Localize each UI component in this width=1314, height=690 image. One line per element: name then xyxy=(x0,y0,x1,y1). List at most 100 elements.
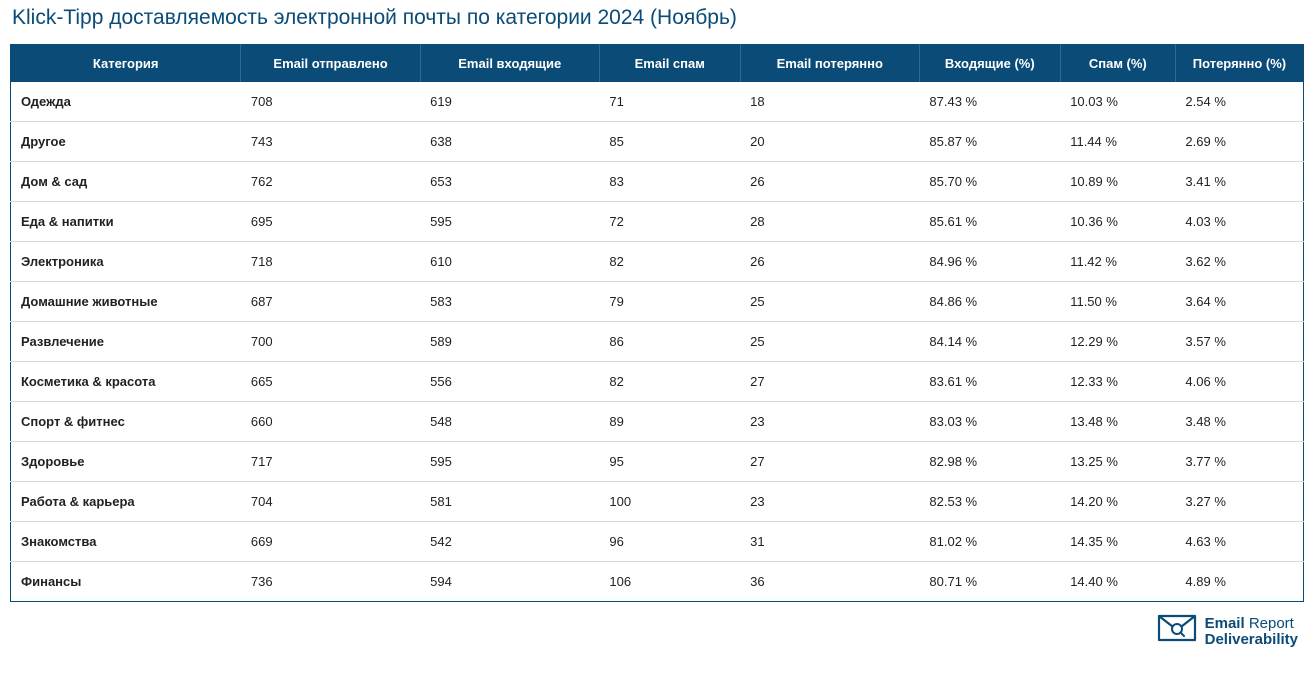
category-cell: Электроника xyxy=(11,242,241,282)
value-cell: 25 xyxy=(740,322,919,362)
value-cell: 736 xyxy=(241,562,420,602)
table-header-row: КатегорияEmail отправленоEmail входящиеE… xyxy=(11,45,1304,83)
table-row: Дом & сад762653832685.70 %10.89 %3.41 % xyxy=(11,162,1304,202)
footer-brand-text: Email Report Deliverability xyxy=(1205,616,1298,648)
category-cell: Домашние животные xyxy=(11,282,241,322)
value-cell: 95 xyxy=(599,442,740,482)
table-row: Домашние животные687583792584.86 %11.50 … xyxy=(11,282,1304,322)
column-header: Категория xyxy=(11,45,241,83)
category-cell: Еда & напитки xyxy=(11,202,241,242)
value-cell: 27 xyxy=(740,442,919,482)
value-cell: 4.63 % xyxy=(1175,522,1303,562)
value-cell: 82 xyxy=(599,242,740,282)
value-cell: 14.35 % xyxy=(1060,522,1175,562)
value-cell: 85 xyxy=(599,122,740,162)
value-cell: 2.54 % xyxy=(1175,82,1303,122)
table-row: Другое743638852085.87 %11.44 %2.69 % xyxy=(11,122,1304,162)
footer-brand: Email Report Deliverability xyxy=(10,612,1304,651)
value-cell: 3.27 % xyxy=(1175,482,1303,522)
value-cell: 84.14 % xyxy=(919,322,1060,362)
value-cell: 11.50 % xyxy=(1060,282,1175,322)
table-row: Развлечение700589862584.14 %12.29 %3.57 … xyxy=(11,322,1304,362)
value-cell: 85.61 % xyxy=(919,202,1060,242)
value-cell: 589 xyxy=(420,322,599,362)
value-cell: 31 xyxy=(740,522,919,562)
envelope-search-icon xyxy=(1157,612,1197,651)
category-cell: Спорт & фитнес xyxy=(11,402,241,442)
category-cell: Другое xyxy=(11,122,241,162)
value-cell: 619 xyxy=(420,82,599,122)
category-cell: Знакомства xyxy=(11,522,241,562)
value-cell: 26 xyxy=(740,242,919,282)
value-cell: 14.20 % xyxy=(1060,482,1175,522)
value-cell: 595 xyxy=(420,202,599,242)
value-cell: 89 xyxy=(599,402,740,442)
deliverability-table: КатегорияEmail отправленоEmail входящиеE… xyxy=(10,44,1304,602)
value-cell: 548 xyxy=(420,402,599,442)
value-cell: 704 xyxy=(241,482,420,522)
value-cell: 687 xyxy=(241,282,420,322)
column-header: Email спам xyxy=(599,45,740,83)
value-cell: 100 xyxy=(599,482,740,522)
value-cell: 4.89 % xyxy=(1175,562,1303,602)
value-cell: 81.02 % xyxy=(919,522,1060,562)
category-cell: Финансы xyxy=(11,562,241,602)
value-cell: 83.03 % xyxy=(919,402,1060,442)
value-cell: 708 xyxy=(241,82,420,122)
value-cell: 106 xyxy=(599,562,740,602)
value-cell: 12.33 % xyxy=(1060,362,1175,402)
value-cell: 3.64 % xyxy=(1175,282,1303,322)
value-cell: 23 xyxy=(740,482,919,522)
value-cell: 3.62 % xyxy=(1175,242,1303,282)
category-cell: Здоровье xyxy=(11,442,241,482)
value-cell: 96 xyxy=(599,522,740,562)
value-cell: 10.03 % xyxy=(1060,82,1175,122)
brand-word-email: Email xyxy=(1205,615,1245,632)
table-row: Косметика & красота665556822783.61 %12.3… xyxy=(11,362,1304,402)
value-cell: 12.29 % xyxy=(1060,322,1175,362)
value-cell: 3.48 % xyxy=(1175,402,1303,442)
value-cell: 743 xyxy=(241,122,420,162)
column-header: Email входящие xyxy=(420,45,599,83)
value-cell: 71 xyxy=(599,82,740,122)
brand-word-report: Report xyxy=(1249,615,1294,632)
value-cell: 27 xyxy=(740,362,919,402)
value-cell: 653 xyxy=(420,162,599,202)
value-cell: 82.98 % xyxy=(919,442,1060,482)
value-cell: 83 xyxy=(599,162,740,202)
value-cell: 14.40 % xyxy=(1060,562,1175,602)
value-cell: 23 xyxy=(740,402,919,442)
value-cell: 595 xyxy=(420,442,599,482)
value-cell: 18 xyxy=(740,82,919,122)
value-cell: 660 xyxy=(241,402,420,442)
value-cell: 3.41 % xyxy=(1175,162,1303,202)
value-cell: 3.77 % xyxy=(1175,442,1303,482)
value-cell: 13.48 % xyxy=(1060,402,1175,442)
value-cell: 718 xyxy=(241,242,420,282)
value-cell: 79 xyxy=(599,282,740,322)
table-row: Здоровье717595952782.98 %13.25 %3.77 % xyxy=(11,442,1304,482)
value-cell: 2.69 % xyxy=(1175,122,1303,162)
value-cell: 762 xyxy=(241,162,420,202)
category-cell: Развлечение xyxy=(11,322,241,362)
value-cell: 610 xyxy=(420,242,599,282)
value-cell: 3.57 % xyxy=(1175,322,1303,362)
table-row: Одежда708619711887.43 %10.03 %2.54 % xyxy=(11,82,1304,122)
column-header: Входящие (%) xyxy=(919,45,1060,83)
value-cell: 717 xyxy=(241,442,420,482)
value-cell: 82.53 % xyxy=(919,482,1060,522)
table-row: Спорт & фитнес660548892383.03 %13.48 %3.… xyxy=(11,402,1304,442)
value-cell: 20 xyxy=(740,122,919,162)
column-header: Email отправлено xyxy=(241,45,420,83)
value-cell: 669 xyxy=(241,522,420,562)
table-row: Знакомства669542963181.02 %14.35 %4.63 % xyxy=(11,522,1304,562)
table-row: Еда & напитки695595722885.61 %10.36 %4.0… xyxy=(11,202,1304,242)
value-cell: 36 xyxy=(740,562,919,602)
value-cell: 82 xyxy=(599,362,740,402)
value-cell: 556 xyxy=(420,362,599,402)
value-cell: 13.25 % xyxy=(1060,442,1175,482)
value-cell: 25 xyxy=(740,282,919,322)
value-cell: 10.36 % xyxy=(1060,202,1175,242)
category-cell: Одежда xyxy=(11,82,241,122)
value-cell: 665 xyxy=(241,362,420,402)
